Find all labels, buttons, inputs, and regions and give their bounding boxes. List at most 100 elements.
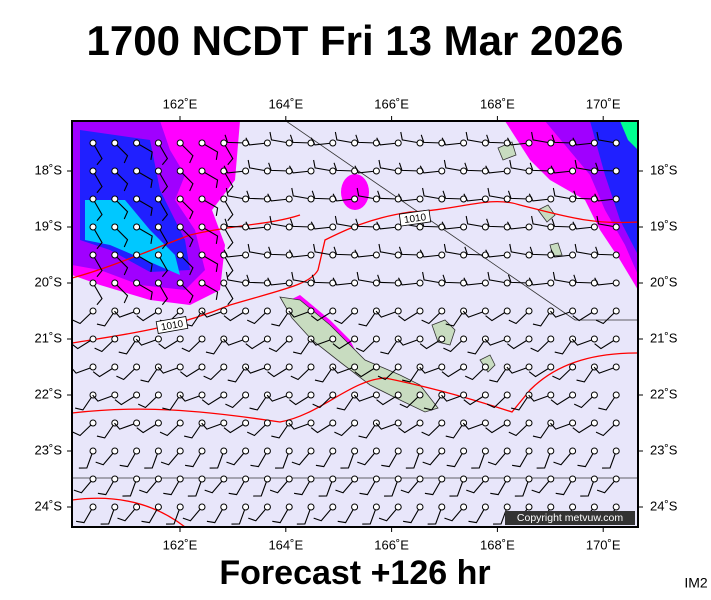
wind-barb xyxy=(554,338,574,355)
isobar xyxy=(72,352,638,423)
wind-station xyxy=(285,363,293,371)
wind-station xyxy=(525,503,533,511)
wind-barb xyxy=(572,310,595,322)
wind-station xyxy=(329,167,337,175)
wind-barb xyxy=(375,310,399,318)
wind-barb xyxy=(507,190,530,200)
wind-barb xyxy=(486,394,508,409)
wind-station xyxy=(329,307,337,315)
wind-station xyxy=(394,223,402,231)
wind-barb xyxy=(157,170,169,194)
wind-station xyxy=(111,475,119,483)
wind-station xyxy=(438,167,446,175)
wind-station xyxy=(176,307,184,315)
wind-barb xyxy=(572,221,595,230)
wind-station xyxy=(438,503,446,511)
wind-barb xyxy=(180,366,203,378)
wind-barb xyxy=(445,422,465,439)
wind-barb xyxy=(362,506,377,525)
wind-barb xyxy=(271,310,290,327)
wind-station xyxy=(525,139,533,147)
wind-barb xyxy=(465,215,486,228)
wind-barb xyxy=(464,162,486,172)
wind-station xyxy=(503,195,511,203)
wind-station xyxy=(133,391,141,399)
wind-station xyxy=(351,475,359,483)
wind-barb xyxy=(267,366,290,378)
wind-station xyxy=(438,279,446,287)
wind-barb xyxy=(209,450,225,469)
wind-station xyxy=(481,503,489,511)
wind-barb xyxy=(223,226,234,250)
wind-barb xyxy=(507,338,530,350)
wind-barb xyxy=(528,366,552,378)
wind-station xyxy=(547,391,555,399)
wind-barb xyxy=(96,422,116,439)
wind-station xyxy=(176,335,184,343)
latitude-label: 22˚S xyxy=(650,386,678,401)
wind-station xyxy=(394,363,402,371)
wind-station xyxy=(416,307,424,315)
latitude-label: 22˚S xyxy=(35,386,63,401)
wind-station xyxy=(329,139,337,147)
wind-barb xyxy=(136,282,153,300)
wind-barb xyxy=(485,165,508,174)
wind-station xyxy=(612,195,620,203)
wind-barb xyxy=(246,422,268,437)
wind-station xyxy=(263,419,271,427)
wind-station xyxy=(481,307,489,315)
wind-barb xyxy=(223,142,234,166)
wind-barb xyxy=(227,366,247,383)
wind-barb xyxy=(141,506,159,524)
wind-station xyxy=(307,307,315,315)
wind-station xyxy=(263,251,271,259)
wind-barb xyxy=(318,478,334,497)
wind-barb xyxy=(314,366,334,383)
wind-station xyxy=(590,167,598,175)
wind-station xyxy=(220,503,228,511)
wind-barb xyxy=(471,450,486,469)
wind-barb xyxy=(92,366,116,378)
wind-barb xyxy=(356,187,377,200)
wind-barb xyxy=(446,450,465,468)
wind-barb xyxy=(223,249,246,258)
wind-station xyxy=(176,251,184,259)
wind-barb xyxy=(290,366,312,381)
wind-barb xyxy=(357,450,377,466)
wind-station xyxy=(503,307,511,315)
label-box xyxy=(398,209,432,227)
wind-station xyxy=(285,195,293,203)
wind-station xyxy=(590,419,598,427)
wind-barb xyxy=(289,249,312,258)
wind-station xyxy=(481,447,489,455)
wind-station xyxy=(372,251,380,259)
wind-station xyxy=(481,195,489,203)
wind-station xyxy=(460,363,468,371)
wind-barb xyxy=(162,394,181,411)
wind-barb xyxy=(420,134,442,144)
wind-barb xyxy=(507,274,530,284)
wind-barb xyxy=(201,422,224,430)
wind-station xyxy=(154,139,162,147)
wind-barb xyxy=(424,478,443,496)
wind-barb xyxy=(310,310,334,322)
wind-station xyxy=(111,447,119,455)
wind-barb xyxy=(553,450,574,466)
wind-station xyxy=(394,447,402,455)
wind-barb xyxy=(310,338,333,346)
wind-barb xyxy=(398,422,421,434)
wind-barb xyxy=(423,394,443,411)
wind-station xyxy=(590,447,598,455)
wind-station xyxy=(612,167,620,175)
wind-barb xyxy=(463,193,486,202)
wind-barb xyxy=(247,159,268,172)
wind-barb xyxy=(291,271,312,284)
wind-barb xyxy=(384,478,399,497)
wind-barb xyxy=(580,478,595,497)
wind-barb xyxy=(313,506,334,522)
wind-barb xyxy=(201,198,219,216)
wind-station xyxy=(220,279,228,287)
wind-station xyxy=(590,335,598,343)
wind-barb xyxy=(490,478,508,496)
title: 1700 NCDT Fri 13 Mar 2026 xyxy=(87,17,624,64)
